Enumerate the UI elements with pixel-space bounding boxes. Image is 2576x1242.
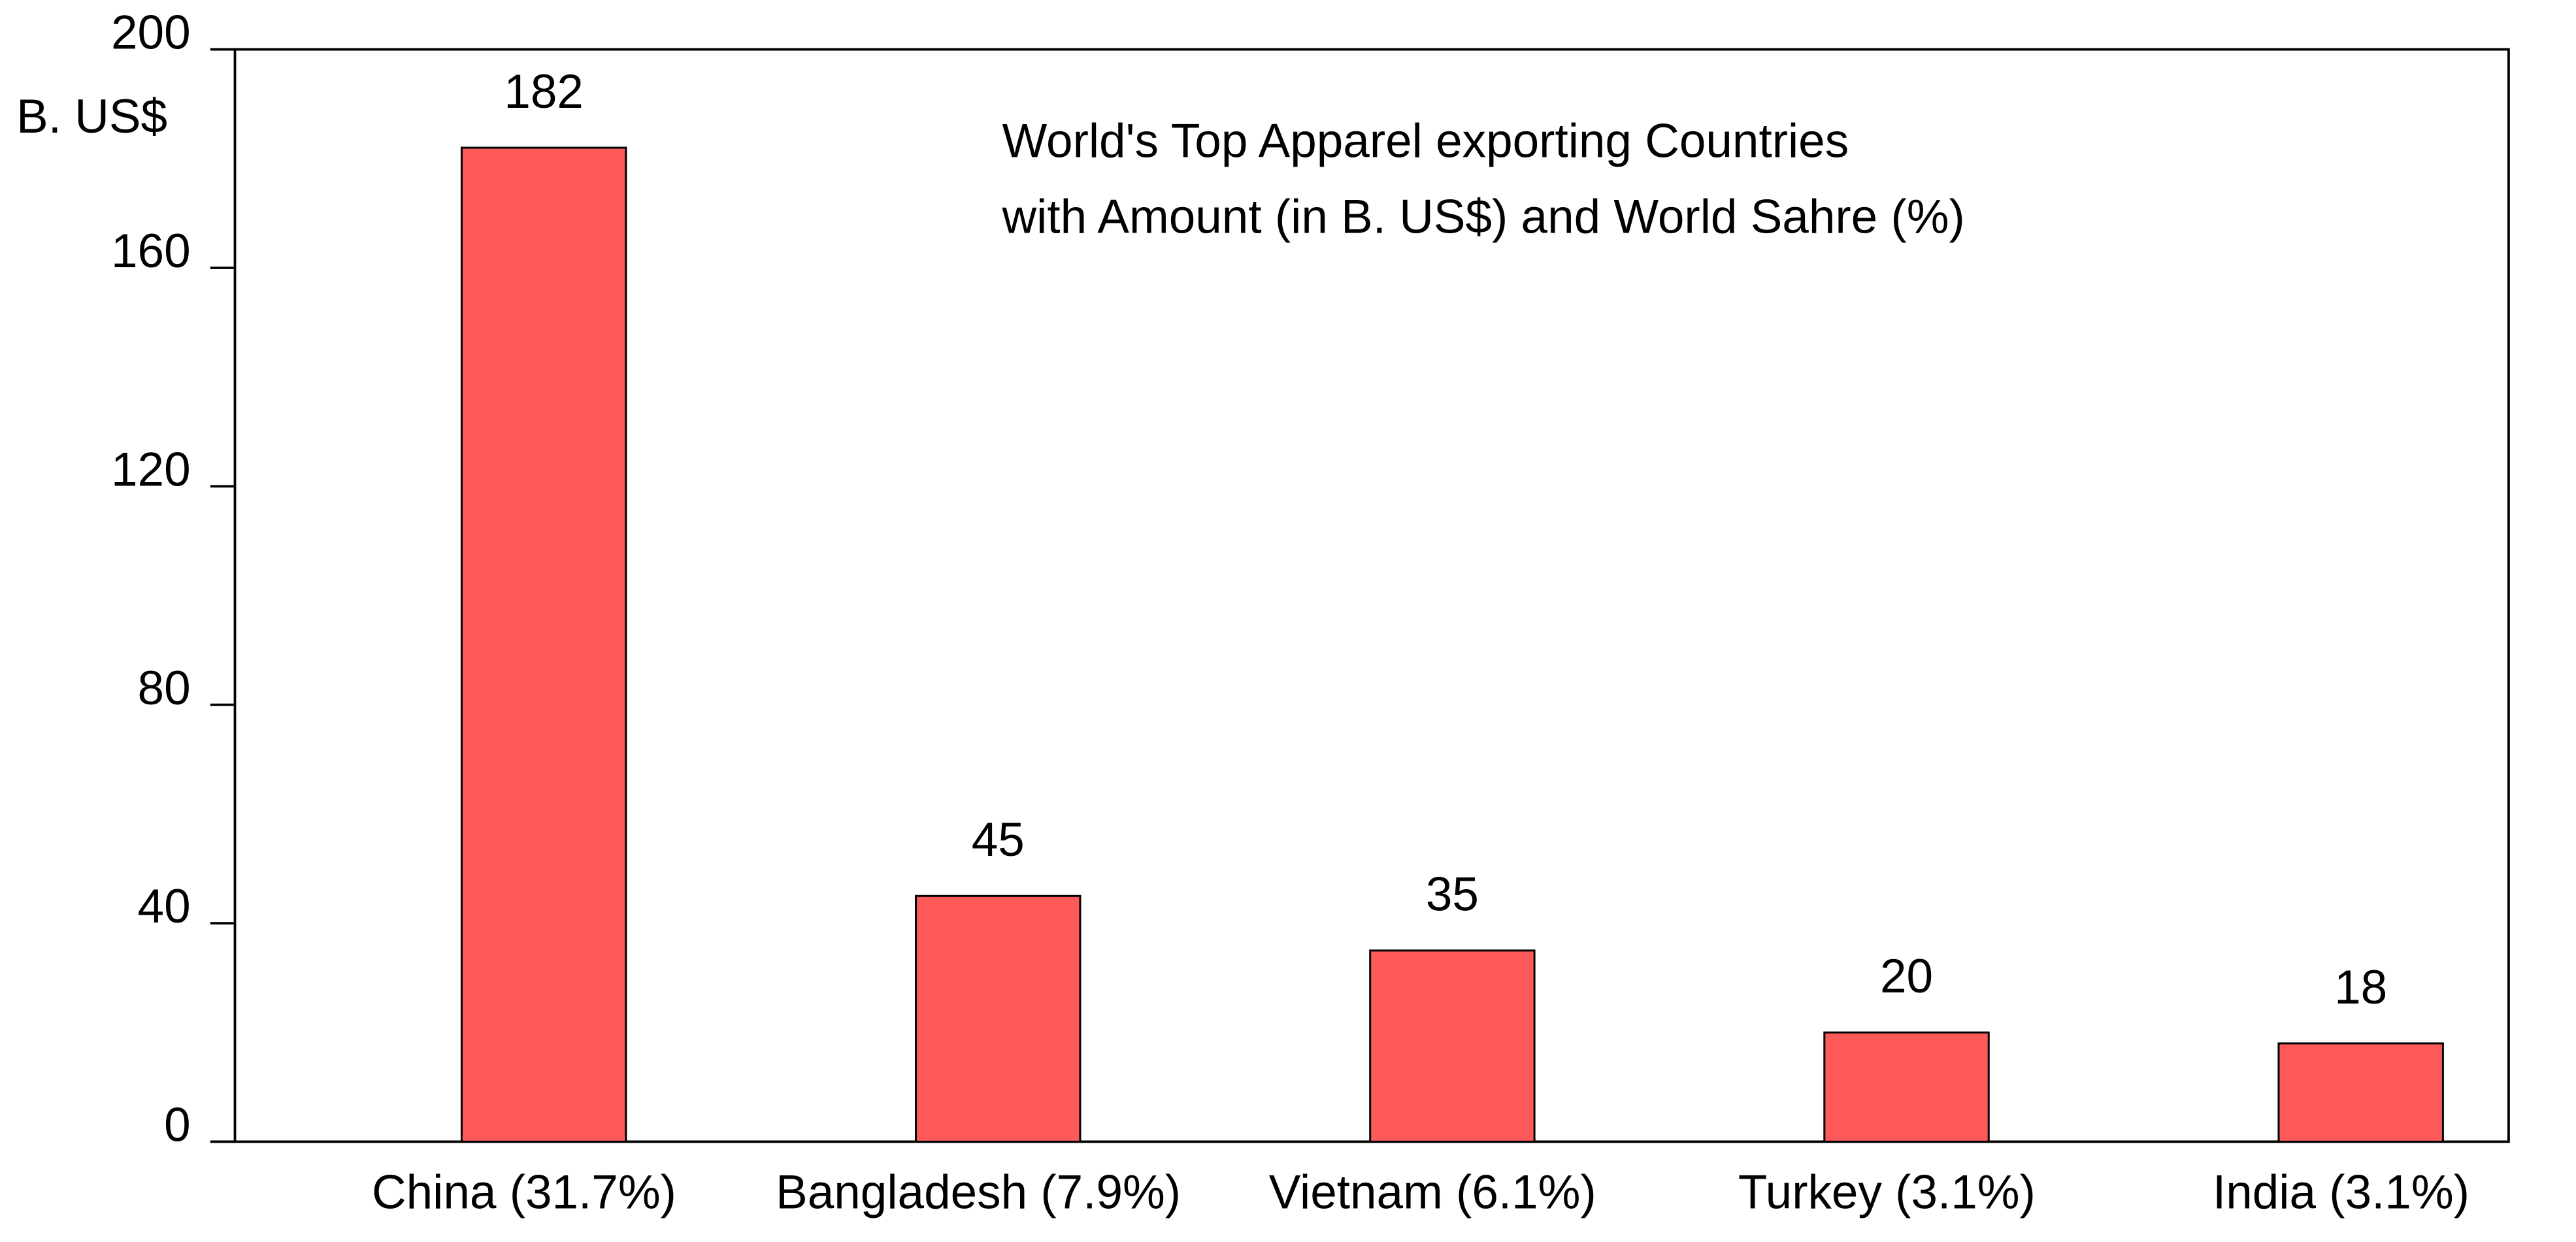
bar xyxy=(460,146,627,1143)
y-tick-label: 160 xyxy=(111,225,191,278)
bar xyxy=(1823,1031,1990,1143)
y-tick-label: 120 xyxy=(111,443,191,496)
data-label: 20 xyxy=(1880,950,1933,1003)
x-tick-label: Bangladesh (7.9%) xyxy=(776,1166,1181,1219)
data-label: 182 xyxy=(504,65,584,118)
data-label: 35 xyxy=(1426,868,1479,921)
y-tick-label: 40 xyxy=(138,880,191,933)
x-tick-label: China (31.7%) xyxy=(372,1166,676,1219)
y-axis-label: B. US$ xyxy=(16,90,167,143)
bar xyxy=(915,894,1082,1143)
x-tick-label: Vietnam (6.1%) xyxy=(1269,1166,1596,1219)
y-tick-label: 200 xyxy=(111,7,191,59)
x-tick-label: India (3.1%) xyxy=(2213,1166,2469,1219)
bar xyxy=(1369,949,1536,1143)
x-tick-label: Turkey (3.1%) xyxy=(1738,1166,2036,1219)
y-tick-label: 80 xyxy=(138,662,191,715)
chart-subtitle: with Amount (in B. US$) and World Sahre … xyxy=(1002,190,1965,243)
bar xyxy=(2277,1042,2444,1143)
data-label: 18 xyxy=(2334,961,2387,1014)
chart-title: World's Top Apparel exporting Countries xyxy=(1002,115,1849,168)
y-tick-label: 0 xyxy=(164,1099,191,1152)
data-label: 45 xyxy=(972,813,1025,866)
